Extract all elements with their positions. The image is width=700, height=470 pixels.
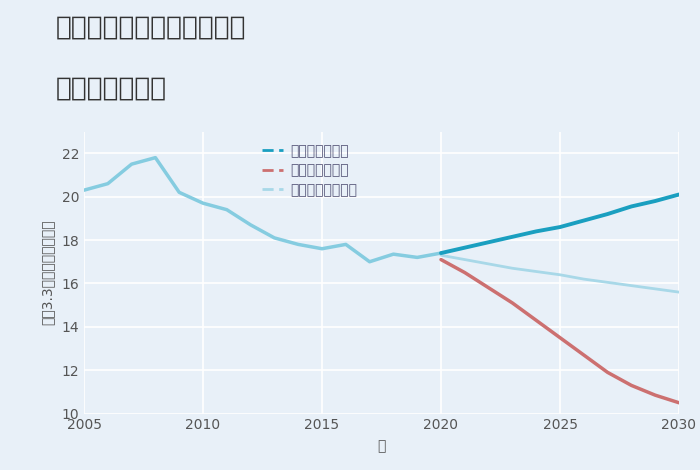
Text: 三重県松阪市嬉野小村町の: 三重県松阪市嬉野小村町の — [56, 14, 246, 40]
Text: 土地の価格推移: 土地の価格推移 — [56, 75, 167, 101]
Y-axis label: 坪（3.3㎡）単価（万円）: 坪（3.3㎡）単価（万円） — [41, 220, 55, 325]
X-axis label: 年: 年 — [377, 439, 386, 454]
Legend: グッドシナリオ, バッドシナリオ, ノーマルシナリオ: グッドシナリオ, バッドシナリオ, ノーマルシナリオ — [257, 139, 363, 203]
